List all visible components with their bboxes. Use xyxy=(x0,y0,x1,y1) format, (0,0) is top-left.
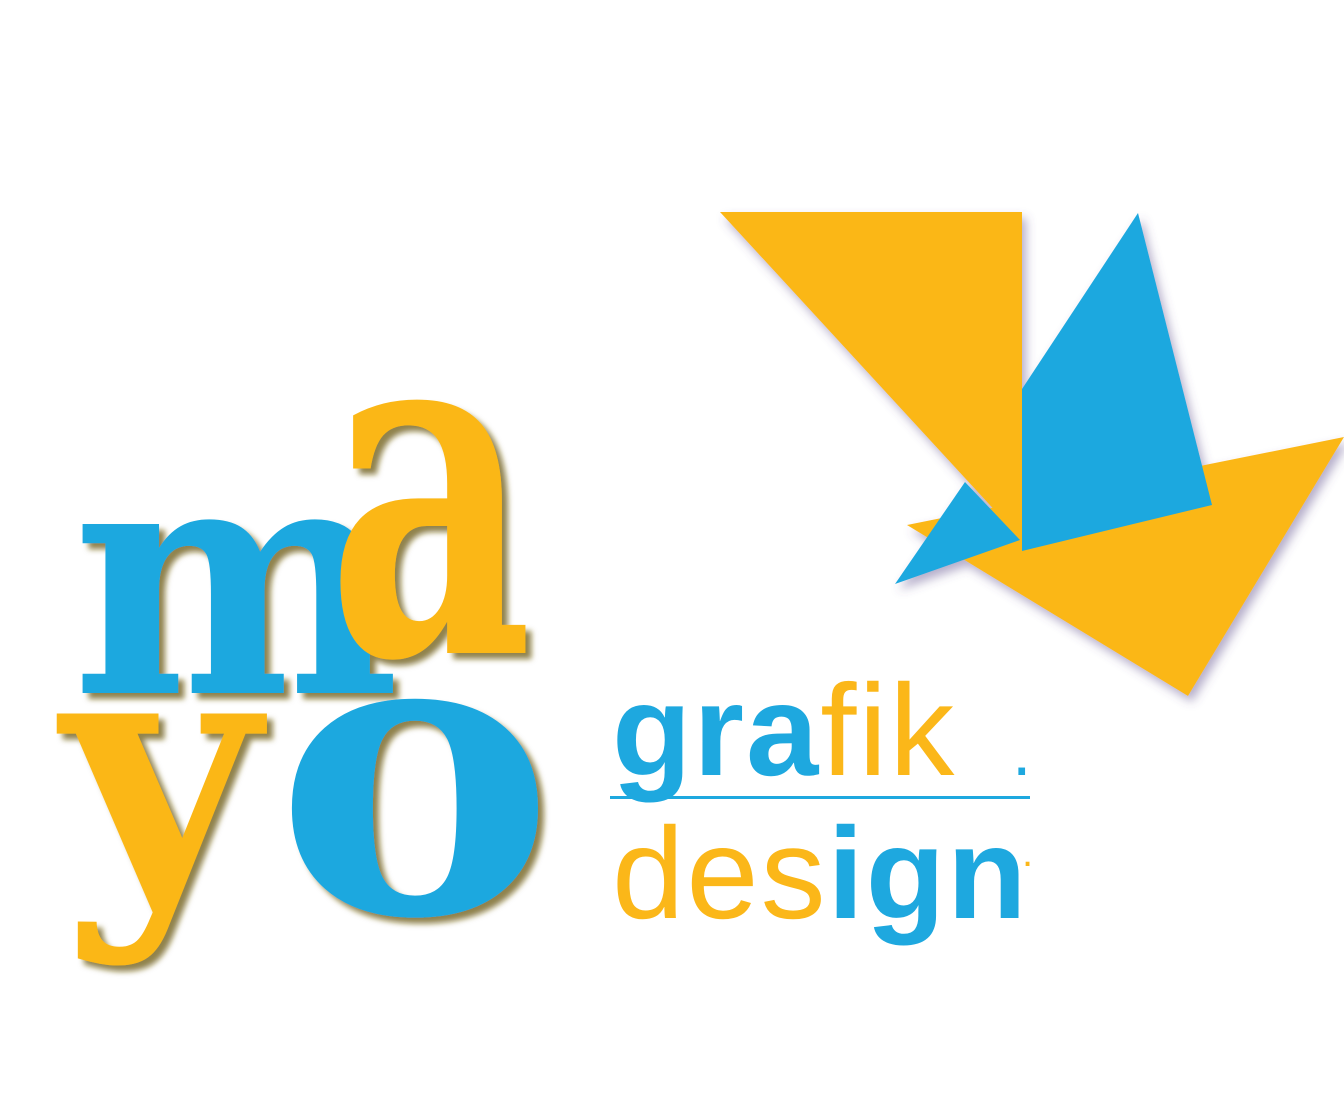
letter-m: m xyxy=(72,388,400,770)
wordmark-line-1: grafik xyxy=(612,657,956,803)
letter-o: o xyxy=(275,537,555,1007)
wordmark-fik: fik xyxy=(820,657,956,803)
letter-y: y xyxy=(56,572,269,971)
wordmark-des: des xyxy=(612,800,828,946)
wordmark-divider xyxy=(610,796,1030,799)
wordmark-ign: ign xyxy=(828,800,1029,946)
letter-a: a xyxy=(327,208,532,766)
mayo-monogram: m a y o xyxy=(56,208,555,1006)
wordmark-gra: gra xyxy=(612,657,820,803)
wordmark: grafik . design . xyxy=(610,657,1033,946)
bird-upper-wing xyxy=(720,212,1022,540)
bird-lower-wing xyxy=(907,437,1344,696)
bird-blue-wing xyxy=(1022,213,1212,551)
wordmark-line-2: design xyxy=(612,800,1029,946)
wordmark-dot-1: . xyxy=(1012,712,1031,790)
bird-left-tail xyxy=(895,482,1020,584)
origami-bird-icon xyxy=(720,212,1344,696)
wordmark-dot-2: . xyxy=(1022,831,1033,875)
